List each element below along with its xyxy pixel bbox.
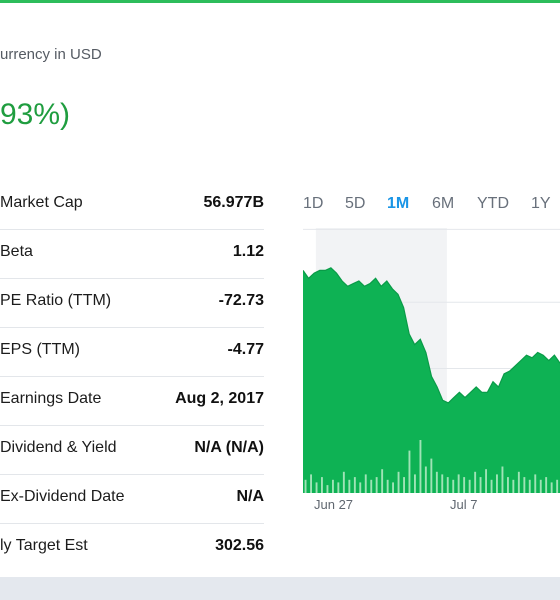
stat-value: Aug 2, 2017: [175, 390, 264, 407]
volume-bar: [403, 477, 405, 493]
volume-bar: [414, 474, 416, 493]
range-tabs: 1D 5D 1M 6M YTD 1Y: [303, 195, 560, 217]
volume-bar: [539, 479, 542, 494]
stat-value: -72.73: [218, 292, 264, 309]
volume-bar: [359, 482, 362, 493]
stat-value: 302.56: [215, 537, 264, 554]
stat-row-market-cap: Market Cap 56.977B: [0, 181, 264, 230]
stat-row-dividend-yield: Dividend & Yield N/A (N/A): [0, 426, 264, 475]
top-accent-bar: [0, 0, 560, 3]
stat-value: 1.12: [232, 243, 264, 260]
volume-bar: [386, 479, 389, 494]
stat-row-eps: EPS (TTM) -4.77: [0, 328, 264, 377]
volume-bar: [424, 466, 427, 493]
price-chart[interactable]: Jun 27 Jul 7: [302, 228, 560, 518]
volume-bar: [490, 479, 493, 494]
volume-bar: [364, 474, 367, 493]
stat-row-target-est: ly Target Est 302.56: [0, 524, 264, 572]
volume-bar: [485, 469, 487, 493]
volume-bar: [435, 471, 438, 493]
volume-bar: [507, 477, 509, 493]
volume-bar: [496, 474, 498, 493]
volume-bar: [446, 477, 449, 493]
stat-label: PE Ratio (TTM): [0, 292, 112, 309]
chart-series-area: [303, 267, 560, 493]
volume-bar: [321, 477, 323, 493]
stat-row-beta: Beta 1.12: [0, 230, 264, 279]
volume-bar: [353, 477, 356, 493]
volume-bar: [479, 477, 482, 493]
stat-row-pe-ratio: PE Ratio (TTM) -72.73: [0, 279, 264, 328]
bottom-divider-bar: [0, 577, 560, 600]
tab-ytd[interactable]: YTD: [477, 195, 509, 212]
volume-bar: [534, 474, 537, 493]
stat-row-earnings-date: Earnings Date Aug 2, 2017: [0, 377, 264, 426]
volume-bar: [430, 458, 433, 494]
tab-1y[interactable]: 1Y: [531, 195, 551, 212]
stat-label: Ex-Dividend Date: [0, 488, 125, 505]
volume-bar: [348, 479, 351, 494]
stat-row-ex-dividend-date: Ex-Dividend Date N/A: [0, 475, 264, 524]
volume-bar: [315, 482, 318, 493]
volume-bar: [512, 479, 515, 494]
stat-label: ly Target Est: [0, 537, 88, 554]
volume-bar: [474, 471, 477, 493]
volume-bar: [408, 450, 411, 493]
volume-bar: [468, 479, 471, 494]
volume-bar: [342, 471, 345, 493]
stat-value: N/A: [236, 488, 264, 505]
volume-bar: [550, 482, 553, 493]
volume-bar: [452, 479, 455, 494]
volume-bar: [441, 474, 444, 493]
volume-bar: [419, 440, 422, 493]
key-stats-table: Market Cap 56.977B Beta 1.12 PE Ratio (T…: [0, 181, 264, 572]
chart-series-line: [302, 267, 560, 404]
stat-value: 56.977B: [203, 194, 265, 211]
x-tick-label: Jul 7: [450, 497, 478, 512]
volume-bar: [310, 474, 312, 493]
stat-value: N/A (N/A): [194, 439, 264, 456]
volume-bar: [501, 466, 504, 493]
volume-bar: [457, 474, 460, 493]
volume-bar: [392, 482, 394, 493]
x-tick-label: Jun 27: [314, 497, 354, 512]
stat-value: -4.77: [227, 341, 264, 358]
volume-bar: [304, 479, 307, 494]
volume-bar: [517, 471, 520, 493]
tab-6m[interactable]: 6M: [432, 195, 455, 212]
volume-bar: [545, 477, 548, 493]
price-chart-svg: [302, 228, 560, 494]
tab-1d[interactable]: 1D: [303, 195, 324, 212]
volume-bar: [397, 471, 400, 493]
volume-bar: [370, 479, 373, 494]
volume-bar: [375, 477, 378, 493]
volume-bar: [332, 479, 334, 494]
stat-label: Beta: [0, 243, 33, 260]
price-change-percent: 93%): [0, 98, 71, 131]
volume-bar: [463, 477, 466, 493]
volume-bar: [326, 485, 329, 493]
tab-5d[interactable]: 5D: [345, 195, 366, 212]
volume-bar: [556, 479, 559, 494]
stat-label: EPS (TTM): [0, 341, 80, 358]
currency-note: urrency in USD: [0, 46, 102, 63]
stat-label: Dividend & Yield: [0, 439, 117, 456]
stat-label: Earnings Date: [0, 390, 102, 407]
volume-bar: [381, 469, 384, 493]
volume-bar: [523, 477, 526, 493]
tab-1m[interactable]: 1M: [387, 195, 410, 212]
volume-bar: [528, 479, 531, 494]
volume-bar: [337, 482, 340, 493]
stat-label: Market Cap: [0, 194, 83, 211]
